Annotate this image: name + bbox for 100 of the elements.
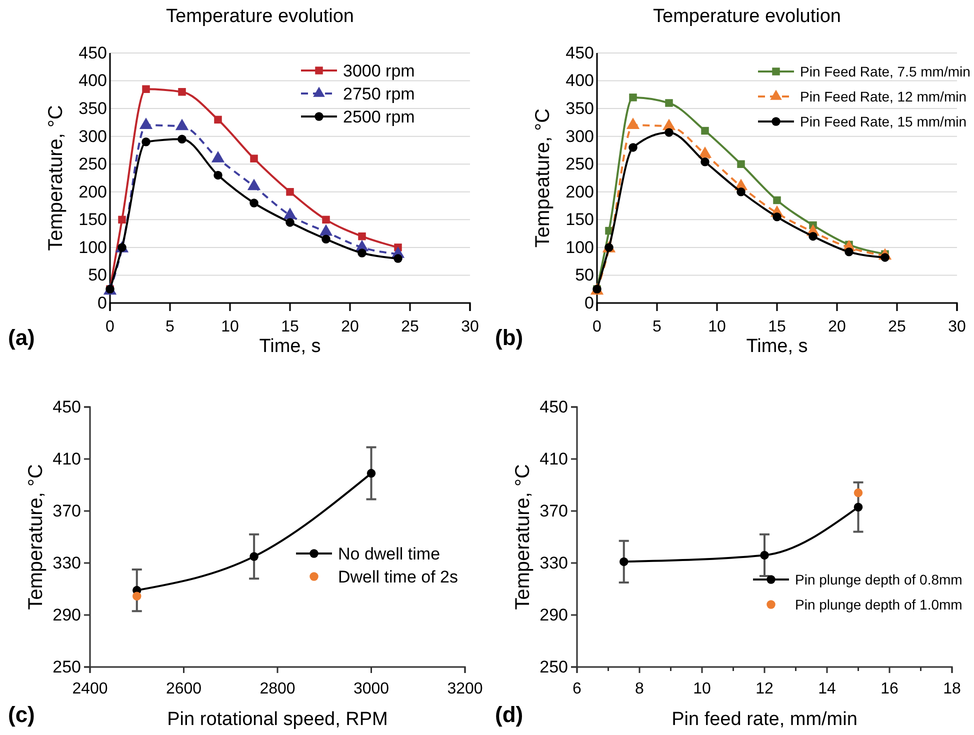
point <box>178 88 186 96</box>
y-tick-label: 300 <box>78 126 107 146</box>
point <box>118 216 126 224</box>
y-tick-label: 0 <box>98 293 107 312</box>
y-tick-label: 410 <box>540 449 568 468</box>
point <box>620 557 628 566</box>
y-tick-label: 250 <box>52 657 81 676</box>
x-tick-label: 6 <box>572 680 582 698</box>
x-tick-label: 10 <box>708 318 726 336</box>
point <box>214 170 222 180</box>
legend-label: Dwell time of 2s <box>338 567 458 586</box>
x-axis-title: Time, s <box>259 336 321 357</box>
x-tick-label: 2800 <box>260 680 296 698</box>
point <box>250 198 258 208</box>
point <box>178 134 186 144</box>
point <box>132 592 142 601</box>
y-tick-label: 150 <box>78 210 107 230</box>
point <box>737 160 745 168</box>
point <box>286 218 294 227</box>
y-tick-label: 300 <box>566 126 594 146</box>
point <box>366 468 376 478</box>
y-tick-label: 400 <box>566 71 594 90</box>
y-tick-label: 250 <box>78 154 107 174</box>
y-tick-label: 330 <box>540 553 568 572</box>
chart-title: Temperature evolution <box>166 6 354 27</box>
y-tick-label: 200 <box>566 182 594 202</box>
point <box>629 94 637 102</box>
x-tick-label: 14 <box>818 680 836 698</box>
y-tick-label: 350 <box>566 98 594 118</box>
text: (b) <box>495 325 524 350</box>
y-axis-title: Temperature, °C <box>45 105 67 251</box>
legend-label: Pin Feed Rate, 12 mm/min <box>800 88 967 104</box>
y-tick-label: 50 <box>88 266 107 285</box>
x-tick-label: 15 <box>281 318 299 336</box>
x-tick-label: 5 <box>166 318 175 336</box>
x-axis-title: Pin feed rate, mm/min <box>672 709 858 730</box>
y-tick-label: 290 <box>52 605 81 624</box>
y-tick-label: 250 <box>566 154 594 174</box>
y-tick-label: 100 <box>78 238 107 257</box>
point <box>665 99 673 107</box>
y-tick-label: 450 <box>78 43 107 62</box>
point <box>854 488 863 498</box>
legend-label: Pin plunge depth of 1.0mm <box>795 596 962 612</box>
y-tick-label: 370 <box>540 501 568 520</box>
point <box>772 212 782 222</box>
x-axis-title: Pin rotational speed, RPM <box>167 709 388 730</box>
point <box>760 550 769 560</box>
y-tick-label: 290 <box>540 605 568 624</box>
legend-label: 2500 rpm <box>343 107 415 126</box>
point <box>394 254 402 263</box>
y-tick-label: 450 <box>52 397 81 416</box>
point <box>322 234 330 244</box>
point <box>142 85 150 93</box>
point <box>250 154 258 162</box>
y-axis-title: Temperature, °C <box>512 464 534 610</box>
y-tick-label: 370 <box>52 501 81 520</box>
x-tick-label: 5 <box>652 318 662 336</box>
y-tick-label: 250 <box>540 657 568 676</box>
x-tick-label: 30 <box>461 318 479 336</box>
x-tick-label: 3200 <box>447 680 483 698</box>
y-tick-label: 350 <box>78 98 107 118</box>
legend-label: No dwell time <box>338 544 440 564</box>
point <box>322 216 330 224</box>
x-tick-label: 10 <box>221 318 239 336</box>
point <box>286 188 294 196</box>
x-axis-title: Time, s <box>746 336 808 357</box>
point <box>214 116 222 124</box>
y-tick-label: 0 <box>584 293 594 312</box>
y-tick-label: 50 <box>575 266 594 285</box>
x-tick-label: 20 <box>828 318 846 336</box>
x-tick-label: 30 <box>948 318 966 336</box>
point <box>358 232 366 240</box>
x-tick-label: 2600 <box>166 680 202 698</box>
x-tick-label: 18 <box>943 680 961 698</box>
point <box>701 126 709 135</box>
y-tick-label: 400 <box>78 71 107 90</box>
text: (d) <box>495 702 524 727</box>
y-tick-label: 330 <box>52 553 81 572</box>
y-tick-label: 410 <box>52 449 81 468</box>
y-axis-title: Tempeature, °C <box>532 108 554 248</box>
y-tick-label: 200 <box>78 182 107 202</box>
legend-label: 3000 rpm <box>343 61 415 80</box>
y-tick-label: 450 <box>540 397 568 416</box>
x-tick-label: 8 <box>635 680 644 698</box>
y-tick-label: 150 <box>566 210 594 230</box>
point <box>628 143 638 152</box>
x-tick-label: 12 <box>756 680 774 698</box>
legend-label: Pin plunge depth of 0.8mm <box>795 571 962 588</box>
point <box>736 188 746 196</box>
point <box>664 128 674 137</box>
point <box>142 138 150 146</box>
x-tick-label: 25 <box>401 318 419 336</box>
legend-label: Pin Feed Rate, 15 mm/min <box>800 113 967 130</box>
x-tick-label: 15 <box>768 318 786 336</box>
x-tick-label: 3000 <box>353 680 390 698</box>
point <box>700 158 710 166</box>
chart-title: Temperature evolution <box>653 6 841 27</box>
point <box>854 502 863 512</box>
x-tick-label: 16 <box>880 680 898 698</box>
text: (a) <box>8 325 35 350</box>
